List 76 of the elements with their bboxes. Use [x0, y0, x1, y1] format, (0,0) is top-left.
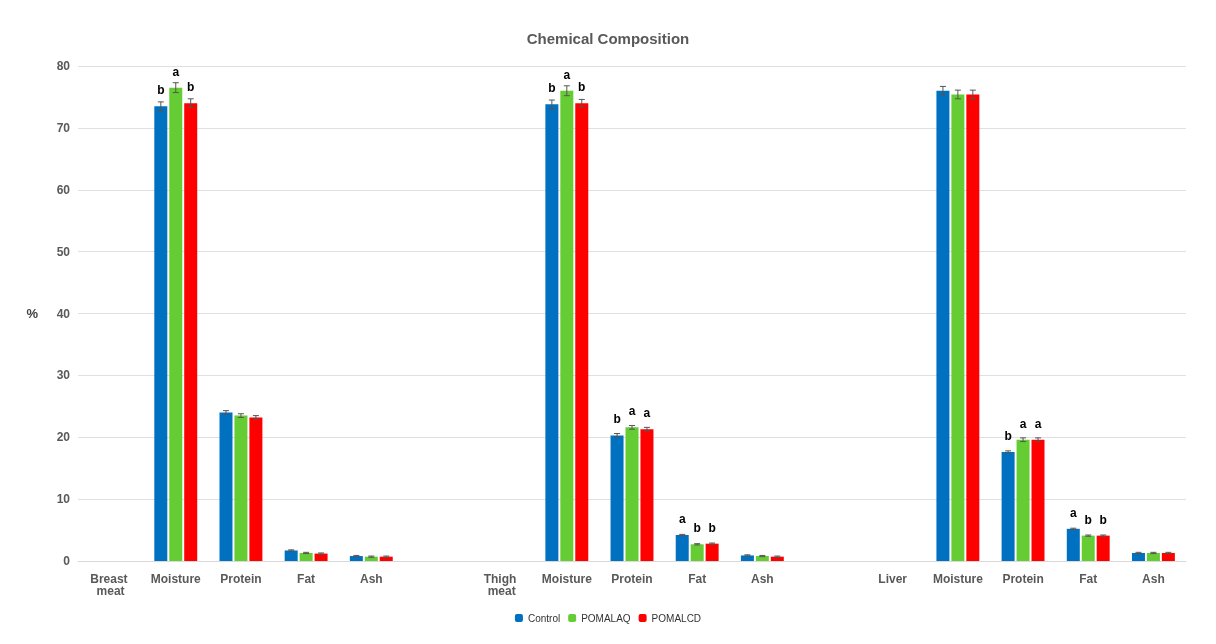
data-label: b: [708, 520, 716, 535]
bar: [610, 435, 624, 561]
bar: [1161, 552, 1175, 561]
bar: [169, 87, 183, 561]
y-tick-label: 0: [63, 554, 71, 568]
data-label: a: [563, 67, 571, 82]
x-tick-label: Fat: [688, 572, 707, 586]
bar: [936, 90, 950, 561]
bar: [154, 106, 168, 561]
x-tick-label: Liver: [878, 572, 908, 586]
x-tick-label: Protein: [611, 572, 653, 586]
bar: [1066, 528, 1080, 561]
data-label: b: [693, 521, 701, 536]
bar: [675, 535, 689, 561]
x-tick-label: Breast meat: [90, 572, 131, 598]
x-tick-label: Ash: [751, 572, 774, 586]
bar: [234, 415, 248, 561]
bar: [1081, 535, 1095, 561]
data-label: b: [1084, 512, 1092, 527]
bar: [625, 427, 639, 561]
bar: [299, 552, 313, 561]
bar: [1096, 535, 1110, 561]
data-label: b: [1099, 512, 1107, 527]
x-tick-label: Ash: [1142, 572, 1165, 586]
x-tick-label: Ash: [359, 572, 383, 586]
y-tick-label: 50: [56, 244, 71, 259]
legend-label: POMALAQ: [581, 612, 631, 624]
bar: [249, 417, 263, 561]
y-axis-title: %: [26, 306, 39, 321]
data-label: a: [1034, 416, 1042, 431]
bar: [1016, 439, 1030, 561]
y-tick-label: 30: [56, 368, 71, 383]
bar: [545, 104, 559, 561]
x-tick-label: Moisture: [541, 572, 593, 586]
legend-label: POMALCD: [651, 612, 702, 624]
y-tick-label: 70: [56, 120, 71, 135]
data-label: a: [1019, 416, 1027, 431]
bar: [575, 103, 589, 561]
bar: [1001, 452, 1015, 561]
data-label: a: [643, 406, 651, 421]
bar: [560, 90, 574, 561]
x-tick-label: Moisture: [932, 572, 984, 586]
bar: [1146, 552, 1160, 561]
data-label: b: [613, 412, 621, 427]
data-label: b: [157, 83, 165, 98]
bar: [1031, 439, 1045, 561]
x-tick-label: Thigh meat: [483, 572, 520, 598]
bar: [966, 94, 980, 561]
y-tick-label: 40: [56, 306, 71, 321]
chart-title: Chemical Composition: [526, 30, 690, 47]
data-label: b: [548, 81, 556, 96]
x-tick-label: Fat: [297, 572, 316, 586]
data-label: b: [1004, 429, 1012, 444]
data-label: a: [678, 512, 686, 527]
bar: [219, 412, 233, 561]
bar: [951, 94, 965, 561]
data-label: b: [187, 80, 195, 95]
bar: [690, 544, 704, 561]
bar: [705, 543, 719, 561]
bar: [184, 103, 198, 561]
y-tick-label: 10: [56, 492, 71, 507]
bar: [284, 550, 298, 561]
x-tick-label: Fat: [1079, 572, 1098, 586]
x-tick-label: Protein: [1002, 572, 1044, 586]
y-tick-label: 80: [56, 59, 71, 73]
data-label: a: [628, 404, 636, 419]
legend-label: Control: [527, 612, 561, 624]
x-tick-label: Protein: [220, 572, 262, 586]
bar: [1131, 552, 1145, 561]
data-label: a: [1069, 505, 1077, 520]
x-tick-label: Moisture: [150, 572, 202, 586]
y-tick-label: 20: [56, 430, 71, 445]
y-tick-label: 60: [56, 182, 71, 197]
bar: [640, 429, 654, 561]
data-label: b: [578, 80, 586, 95]
data-label: a: [172, 64, 180, 79]
